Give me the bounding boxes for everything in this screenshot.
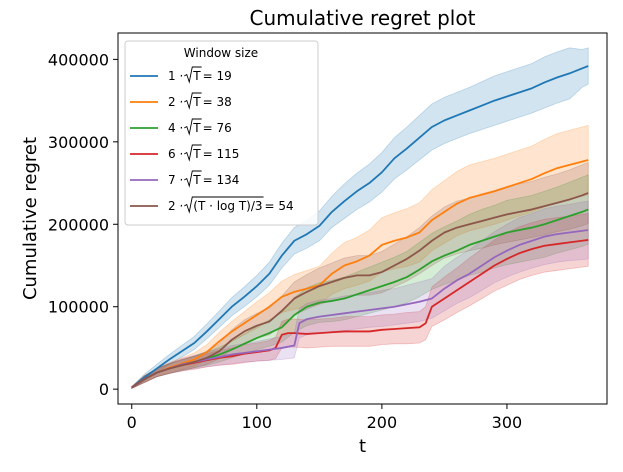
legend-label-prefix: 2 · bbox=[168, 95, 183, 109]
legend-label-radicand: T bbox=[192, 95, 201, 109]
x-tick-label: 300 bbox=[492, 413, 523, 432]
y-tick-label: 100000 bbox=[48, 298, 109, 317]
series-line-2 bbox=[131, 159, 589, 389]
series-line-5 bbox=[131, 229, 589, 389]
y-tick-label: 200000 bbox=[48, 215, 109, 234]
x-tick-label: 100 bbox=[242, 413, 273, 432]
chart-title: Cumulative regret plot bbox=[250, 6, 476, 30]
legend-label-suffix: = 76 bbox=[203, 121, 232, 135]
sqrt-icon bbox=[184, 66, 202, 84]
sqrt-icon bbox=[184, 92, 202, 110]
confidence-band-4 bbox=[131, 213, 589, 389]
legend-label-radicand: T bbox=[192, 173, 201, 187]
x-tick-label: 200 bbox=[367, 413, 398, 432]
legend-label-prefix: 2 · bbox=[168, 199, 183, 213]
series-line-6 bbox=[131, 192, 589, 389]
axes: 0 100 200 300 0 100000 200000 300000 400000 bbox=[48, 32, 608, 432]
legend: Window size 1 · T = 19 2 · T = 38 4 · T = … bbox=[124, 40, 319, 226]
legend-label-prefix: 1 · bbox=[168, 69, 183, 83]
x-tick-label: 0 bbox=[127, 413, 137, 432]
legend-label-suffix: = 38 bbox=[203, 95, 232, 109]
legend-label-suffix: = 19 bbox=[203, 69, 232, 83]
legend-label-radicand: T bbox=[192, 147, 201, 161]
legend-title: Window size bbox=[184, 46, 258, 60]
y-tick-label: 400000 bbox=[48, 50, 109, 69]
legend-box bbox=[124, 40, 319, 226]
y-axis-label: Cumulative regret bbox=[20, 137, 41, 300]
confidence-band-1 bbox=[131, 47, 589, 390]
series-line-1 bbox=[131, 65, 589, 389]
series-lines bbox=[131, 65, 589, 389]
sqrt-icon bbox=[184, 144, 202, 162]
legend-label-radicand: T bbox=[192, 69, 201, 83]
y-tick-label: 0 bbox=[99, 380, 109, 399]
legend-label-prefix: 6 · bbox=[168, 147, 183, 161]
legend-label-radicand: (T · log T)/3 bbox=[193, 199, 262, 213]
y-tick-label: 300000 bbox=[48, 133, 109, 152]
x-axis-label: t bbox=[359, 436, 366, 457]
legend-label-suffix: = 115 bbox=[203, 147, 240, 161]
sqrt-icon bbox=[184, 118, 202, 136]
legend-label-suffix: = 134 bbox=[203, 173, 240, 187]
legend-label-prefix: 4 · bbox=[168, 121, 183, 135]
sqrt-icon bbox=[184, 196, 264, 214]
legend-label-radicand: T bbox=[192, 121, 201, 135]
legend-label-prefix: 7 · bbox=[168, 173, 183, 187]
sqrt-icon bbox=[184, 170, 202, 188]
legend-label-suffix: = 54 bbox=[265, 199, 294, 213]
plot-frame bbox=[117, 32, 608, 405]
series-line-3 bbox=[131, 208, 589, 389]
